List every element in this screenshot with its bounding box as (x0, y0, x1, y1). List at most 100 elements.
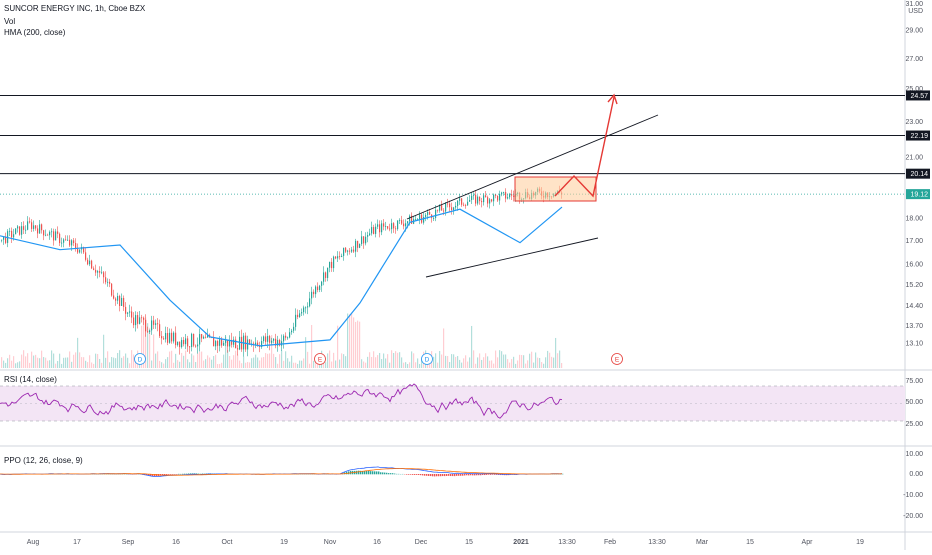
candle (247, 339, 248, 349)
candle (183, 340, 184, 344)
volume-bar (309, 364, 310, 368)
ppo-tick-label: -10.00 (903, 492, 923, 499)
candle (445, 204, 446, 212)
volume-bar (465, 355, 466, 368)
ppo-histogram-bar (450, 474, 451, 476)
ppo-histogram-bar (368, 471, 369, 474)
ppo-histogram-bar (424, 474, 425, 476)
candle (423, 217, 424, 223)
volume-bar (535, 352, 536, 368)
volume-bar (3, 361, 4, 368)
volume-bar (265, 353, 266, 368)
volume-bar (223, 355, 224, 368)
volume-bar (67, 357, 68, 368)
candle (113, 296, 114, 299)
volume-bar (51, 350, 52, 368)
volume-bar (161, 362, 162, 368)
candle (63, 239, 64, 242)
candle (13, 234, 14, 237)
candle (481, 201, 482, 202)
volume-bar (9, 355, 10, 368)
symbol-title[interactable]: SUNCOR ENERGY INC, 1h, Cboe BZX (4, 4, 145, 13)
candle (335, 257, 336, 259)
candle (53, 231, 54, 240)
candle (407, 221, 408, 223)
volume-bar (499, 350, 500, 368)
time-tick-label: 13:30 (648, 539, 666, 546)
volume-bar (287, 358, 288, 368)
candle (323, 272, 324, 281)
candle (135, 315, 136, 325)
candle (139, 317, 140, 323)
candle (181, 340, 182, 347)
vol-legend[interactable]: Vol (4, 17, 15, 26)
candle (475, 195, 476, 204)
candle (283, 336, 284, 341)
candle (373, 227, 374, 234)
volume-bar (233, 355, 234, 368)
ppo-histogram-bar (370, 471, 371, 474)
candle (189, 346, 190, 347)
candle (489, 199, 490, 203)
volume-bar (189, 362, 190, 368)
volume-bar (539, 358, 540, 368)
volume-bar (351, 313, 352, 368)
price-tick-label: 18.00 (905, 215, 923, 222)
volume-bar (495, 351, 496, 368)
volume-bar (471, 326, 472, 368)
volume-bar (13, 356, 14, 368)
volume-bar (275, 357, 276, 368)
volume-bar (413, 353, 414, 368)
volume-bar (363, 362, 364, 368)
candle (31, 222, 32, 229)
volume-bar (61, 364, 62, 368)
volume-bar (339, 360, 340, 368)
volume-bar (199, 352, 200, 368)
rsi-tick-label: 25.00 (905, 421, 923, 428)
candle (293, 327, 294, 331)
volume-bar (95, 354, 96, 368)
volume-bar (207, 355, 208, 368)
candle (447, 204, 448, 205)
volume-bar (365, 363, 366, 368)
volume-bar (395, 351, 396, 368)
volume-bar (77, 338, 78, 368)
ppo-histogram-bar (186, 474, 187, 475)
candle (133, 318, 134, 326)
volume-bar (17, 362, 18, 368)
volume-bar (553, 358, 554, 368)
candle (315, 287, 316, 295)
candle (95, 270, 96, 273)
volume-bar (335, 361, 336, 368)
candle (245, 336, 246, 350)
volume-bar (361, 359, 362, 368)
volume-bar (255, 355, 256, 368)
volume-bar (37, 358, 38, 368)
candle (129, 311, 130, 312)
time-tick-label: 16 (172, 539, 180, 546)
volume-bar (219, 364, 220, 368)
hma-legend[interactable]: HMA (200, close) (4, 28, 65, 37)
candle (285, 336, 286, 338)
candle (185, 338, 186, 344)
ppo-histogram-bar (464, 474, 465, 475)
candle (33, 225, 34, 229)
candle (467, 202, 468, 206)
volume-bar (327, 353, 328, 368)
candle (395, 228, 396, 229)
rsi-legend[interactable]: RSI (14, close) (4, 375, 57, 384)
ppo-histogram-bar (448, 474, 449, 476)
volume-bar (231, 360, 232, 368)
volume-bar (367, 357, 368, 368)
candle (1, 240, 2, 241)
volume-bar (205, 359, 206, 368)
candle (71, 240, 72, 245)
volume-bar (383, 353, 384, 368)
volume-bar (475, 364, 476, 368)
ppo-legend[interactable]: PPO (12, 26, close, 9) (4, 456, 83, 465)
candle (427, 212, 428, 215)
ppo-histogram-bar (460, 474, 461, 476)
volume-bar (505, 354, 506, 368)
